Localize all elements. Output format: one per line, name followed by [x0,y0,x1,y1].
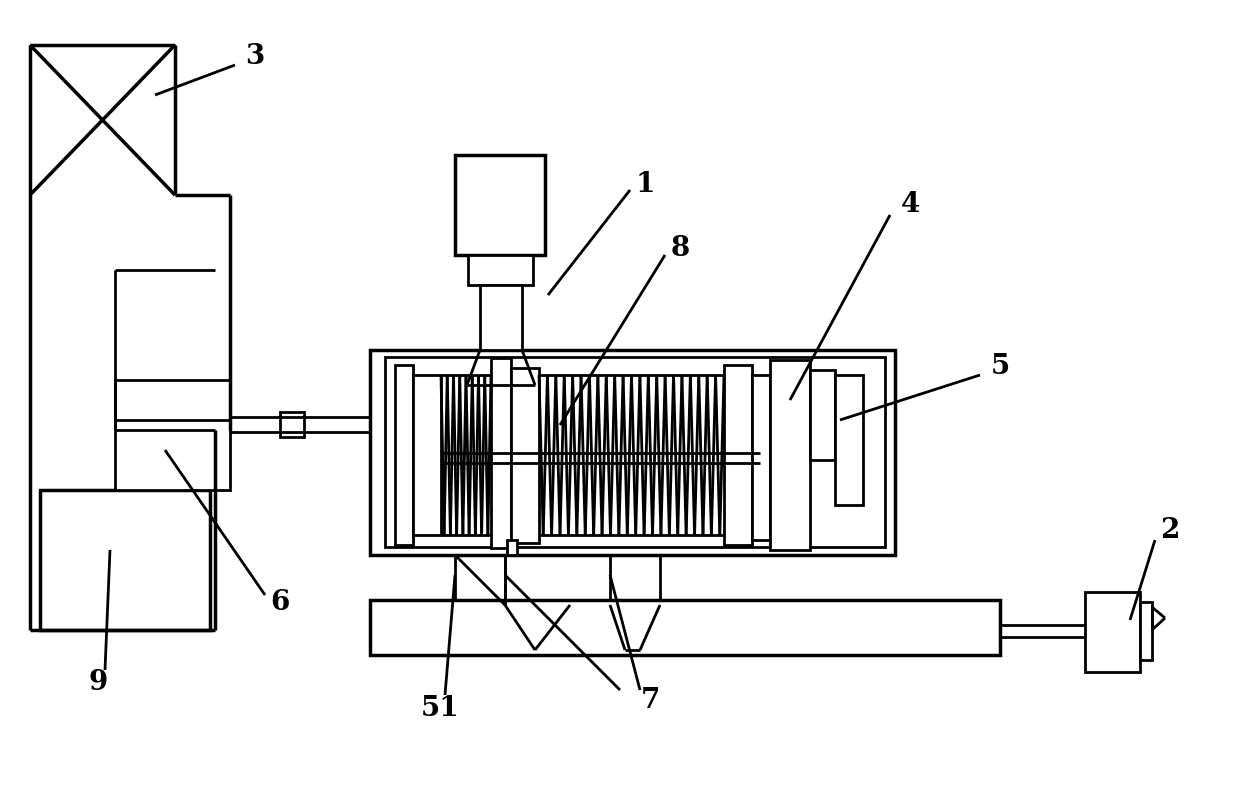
Bar [455,155,546,255]
Bar [751,375,770,540]
Text: 8: 8 [671,234,689,261]
Text: 2: 2 [1161,517,1179,543]
Bar [480,285,522,350]
Bar [384,357,885,547]
Bar [280,412,304,437]
Bar [511,368,539,543]
Bar [467,255,533,285]
Text: 1: 1 [635,171,655,199]
Bar [1140,602,1152,660]
Text: 9: 9 [88,670,108,697]
Bar [40,490,210,630]
Bar [810,370,835,460]
Text: 4: 4 [900,191,920,218]
Text: 7: 7 [640,686,660,714]
Bar [370,600,999,655]
Bar [491,358,511,548]
Text: 5: 5 [991,354,1009,380]
Text: 3: 3 [246,44,264,71]
Bar [396,365,413,545]
Bar [1085,592,1140,672]
Bar [507,540,517,555]
Bar [770,360,810,550]
Text: 51: 51 [420,694,459,722]
Bar [115,415,229,490]
Bar [370,350,895,555]
Bar [724,365,751,545]
Bar [835,375,863,505]
Bar [115,380,229,420]
Bar [413,375,441,535]
Text: 6: 6 [270,590,290,616]
